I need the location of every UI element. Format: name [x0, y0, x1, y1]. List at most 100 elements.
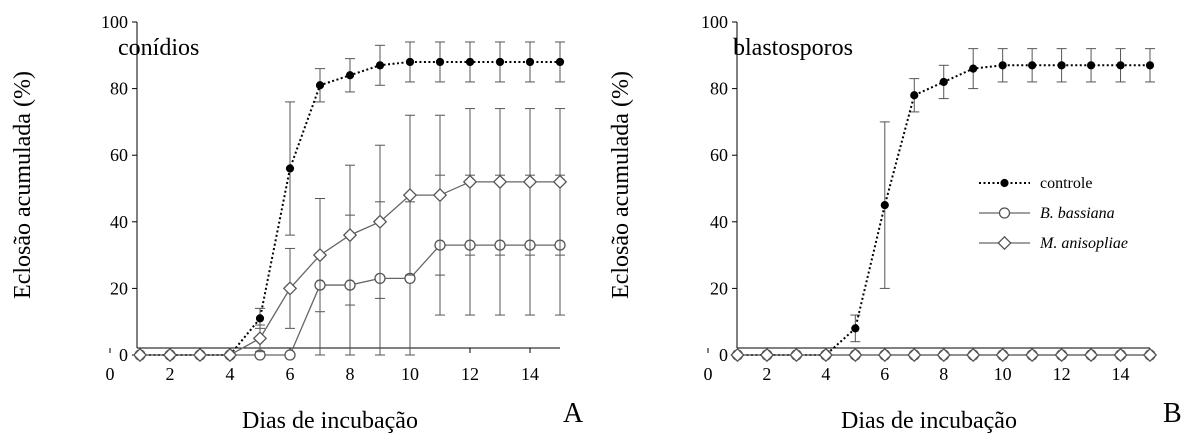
y-tick-label: 60 [110, 145, 128, 165]
panel-label: A [563, 398, 584, 429]
data-point [1028, 61, 1037, 70]
y-tick-label: 80 [110, 79, 128, 99]
data-point [848, 347, 863, 363]
inset-title: conídios [118, 35, 199, 61]
y-tick-label: 20 [110, 278, 128, 298]
data-point [315, 81, 325, 90]
data-point [1142, 347, 1158, 363]
series-0 [135, 41, 565, 360]
data-point [936, 347, 951, 363]
series-0 [733, 48, 1155, 360]
x-tick-label: 12 [1053, 364, 1071, 384]
x-tick-label: 2 [166, 364, 175, 384]
data-point [312, 247, 328, 263]
x-tick-label: 10 [401, 364, 419, 384]
legend-marker [997, 235, 1012, 251]
data-point [877, 347, 892, 363]
data-point [462, 174, 478, 189]
x-tick-label: 4 [226, 364, 235, 384]
data-point [910, 91, 919, 100]
data-point [939, 77, 948, 87]
x-tick-label: 12 [461, 364, 479, 384]
x-tick-label: 0 [106, 364, 115, 384]
data-point [730, 347, 745, 363]
x-tick-label: 0 [704, 364, 713, 384]
data-point [432, 188, 448, 203]
x-axis-label: Dias de incubação [242, 408, 418, 434]
data-point [995, 347, 1010, 363]
data-point [907, 347, 922, 363]
y-axis-label: Eclosão acumulada (%) [10, 71, 36, 299]
y-tick-label: 40 [110, 212, 128, 232]
chart-panel-B: 0 20 40 60 80 100 0 2 4 6 8 10 12 14 Dias de incubação… [608, 12, 1182, 434]
data-point [525, 57, 535, 67]
x-tick-label: 6 [880, 364, 889, 384]
data-point [342, 228, 358, 243]
data-point [555, 57, 565, 67]
data-point [969, 64, 978, 73]
data-point [1054, 347, 1069, 363]
data-point [222, 347, 238, 363]
y-tick-label: 60 [710, 145, 728, 165]
data-point [759, 347, 775, 363]
data-point [252, 331, 268, 346]
panel-label: B [1163, 398, 1182, 429]
series-2 [730, 347, 1158, 363]
data-point [192, 347, 208, 363]
data-point [402, 188, 418, 203]
data-point [162, 347, 178, 363]
data-point [282, 281, 298, 296]
legend-marker [1000, 178, 1009, 188]
legend-marker [998, 207, 1011, 219]
y-tick-label: 0 [119, 345, 128, 365]
x-tick-label: 14 [1112, 364, 1130, 384]
data-point [552, 174, 568, 189]
x-tick-label: 4 [821, 364, 830, 384]
series-2 [132, 108, 568, 363]
legend-entry: controle [1040, 175, 1092, 192]
data-point [966, 347, 981, 363]
x-axis-label: Dias de incubação [841, 408, 1017, 434]
data-point [492, 174, 508, 189]
data-point [405, 57, 415, 67]
data-point [284, 349, 296, 361]
x-tick-label: 2 [762, 364, 771, 384]
y-tick-label: 80 [710, 79, 728, 99]
data-point [522, 174, 538, 189]
data-point [255, 314, 265, 323]
data-point [1113, 347, 1128, 363]
x-tick-label: 14 [521, 364, 539, 384]
data-point [1145, 61, 1155, 70]
legend: controle B. bassiana M. anisopliae [979, 175, 1128, 252]
data-point [1057, 61, 1066, 70]
y-tick-label: 0 [719, 345, 728, 365]
y-tick-label: 20 [710, 278, 728, 298]
data-point [132, 347, 148, 363]
legend-entry: B. bassiana [1040, 205, 1115, 222]
inset-title: blastosporos [733, 35, 853, 61]
data-point [435, 57, 445, 67]
data-point [1083, 347, 1099, 363]
data-point [465, 57, 475, 67]
y-tick-label: 100 [101, 12, 128, 32]
data-point [285, 164, 295, 173]
x-tick-label: 8 [346, 364, 355, 384]
data-point [851, 324, 860, 333]
x-tick-label: 8 [939, 364, 948, 384]
data-point [880, 201, 889, 210]
x-tick-label: 10 [994, 364, 1012, 384]
data-point [375, 61, 385, 70]
y-axis-label: Eclosão acumulada (%) [608, 71, 634, 299]
data-point [789, 347, 804, 363]
data-point [372, 214, 388, 229]
data-point [345, 71, 355, 80]
y-tick-label: 40 [710, 212, 728, 232]
data-point [1116, 61, 1125, 70]
data-point [495, 57, 505, 67]
y-tick-label: 100 [701, 12, 728, 32]
data-point [1025, 347, 1040, 363]
chart-panel-A: 0 20 40 60 80 100 0 2 4 6 8 10 12 14 Dias de incubação… [10, 12, 584, 434]
x-tick-label: 6 [286, 364, 295, 384]
